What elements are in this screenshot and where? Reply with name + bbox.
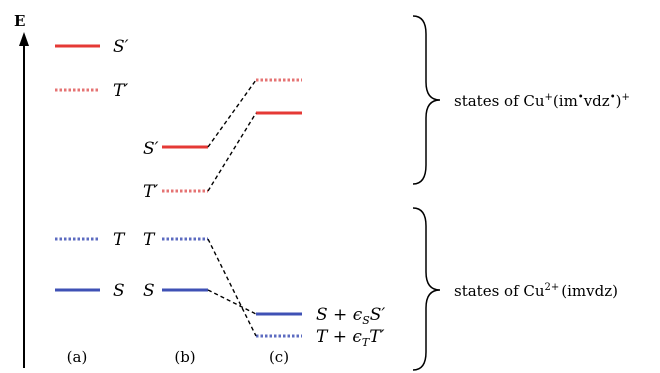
connector-b-t-to-c-t-mixed <box>207 238 257 337</box>
upper-label-sup4: + <box>621 92 629 103</box>
level-c-t-mixed-label-tail: T′ <box>369 327 384 347</box>
energy-axis-arrowhead <box>19 32 29 46</box>
connector-b-s-prime-to-c-top-dotted <box>207 79 257 148</box>
lower-label-main: states of Cu <box>454 282 545 300</box>
upper-label-end: ) <box>616 92 622 110</box>
level-a-t-prime-label: T′ <box>113 81 128 101</box>
level-a-t-label: T <box>113 230 126 250</box>
level-b-s-label: S <box>143 281 155 301</box>
level-a-s-prime-label: S′ <box>113 37 129 57</box>
level-b-t-label: T <box>143 230 156 250</box>
connector-b-t-prime-to-c-top-solid <box>207 112 257 192</box>
level-a-s-label: S <box>113 281 125 301</box>
upper-label-sup3: • <box>610 92 616 103</box>
level-c-s-mixed-label-tail: S′ <box>370 305 386 325</box>
column-label-c: (c) <box>269 348 289 366</box>
lower-brace <box>412 207 441 371</box>
upper-label-mid2: vdz <box>583 92 610 110</box>
upper-brace-label: states of Cu+(im•vdz•)+ <box>454 92 630 110</box>
level-b-s-prime-label: S′ <box>143 139 159 159</box>
level-c-t-mixed-label-main: T + ϵ <box>316 327 362 347</box>
upper-label-main: states of Cu <box>454 92 545 110</box>
energy-axis-label: E <box>14 12 25 30</box>
upper-brace <box>412 15 441 185</box>
level-c-s-mixed-label-sub: S <box>362 314 370 327</box>
upper-label-mid: (im <box>553 92 578 110</box>
lower-label-sup1: 2+ <box>545 282 560 293</box>
level-c-t-mixed-label: T + ϵTT′ <box>316 327 385 349</box>
column-label-b: (b) <box>174 348 195 366</box>
upper-label-sup1: + <box>545 92 553 103</box>
connector-b-s-to-c-s-mixed <box>207 289 257 315</box>
level-b-t-prime-label: T′ <box>143 182 158 202</box>
column-label-a: (a) <box>67 348 88 366</box>
lower-label-end: (imvdz) <box>561 282 618 300</box>
level-c-t-mixed-label-sub: T <box>362 336 371 349</box>
level-c-s-mixed-label: S + ϵSS′ <box>316 305 385 327</box>
level-c-s-mixed-label-main: S + ϵ <box>316 305 363 325</box>
lower-brace-label: states of Cu2+ (imvdz) <box>454 282 618 300</box>
upper-label-sup2: • <box>578 92 584 103</box>
